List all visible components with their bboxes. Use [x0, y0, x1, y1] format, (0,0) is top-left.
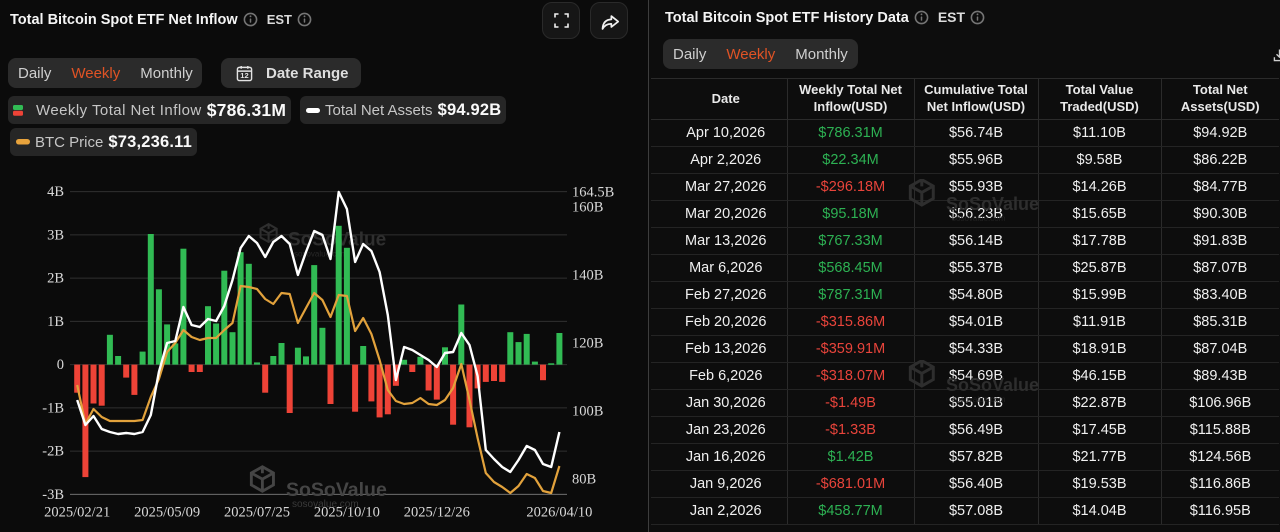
svg-text:0: 0: [57, 357, 64, 373]
svg-text:4B: 4B: [47, 184, 64, 200]
svg-text:100B: 100B: [572, 404, 603, 420]
svg-text:sosovalue.com: sosovalue.com: [952, 214, 1006, 223]
svg-text:SoSoValue: SoSoValue: [946, 194, 1039, 214]
svg-text:12: 12: [240, 71, 248, 80]
svg-text:SoSoValue: SoSoValue: [946, 375, 1039, 395]
svg-text:2025/05/09: 2025/05/09: [134, 505, 200, 521]
svg-text:-2B: -2B: [42, 444, 64, 460]
svg-text:SoSoValue: SoSoValue: [286, 479, 387, 501]
svg-text:2025/07/25: 2025/07/25: [224, 505, 290, 521]
svg-text:sosovalue.com: sosovalue.com: [294, 250, 348, 259]
svg-text:80B: 80B: [572, 472, 596, 488]
svg-text:3B: 3B: [47, 227, 64, 243]
svg-text:-1B: -1B: [42, 400, 64, 416]
svg-text:164.5B: 164.5B: [572, 185, 614, 201]
svg-text:160B: 160B: [572, 200, 603, 216]
svg-text:120B: 120B: [572, 336, 603, 352]
svg-text:2025/10/10: 2025/10/10: [314, 505, 380, 521]
svg-text:-3B: -3B: [42, 487, 64, 503]
svg-text:2B: 2B: [47, 271, 64, 287]
svg-text:2025/02/21: 2025/02/21: [44, 505, 110, 521]
svg-text:sosovalue.com: sosovalue.com: [952, 395, 1006, 404]
svg-text:sosovalue.com: sosovalue.com: [292, 499, 359, 510]
svg-text:140B: 140B: [572, 268, 603, 284]
svg-text:2025/12/26: 2025/12/26: [404, 505, 470, 521]
svg-text:1B: 1B: [47, 314, 64, 330]
svg-text:2026/04/10: 2026/04/10: [526, 505, 592, 521]
